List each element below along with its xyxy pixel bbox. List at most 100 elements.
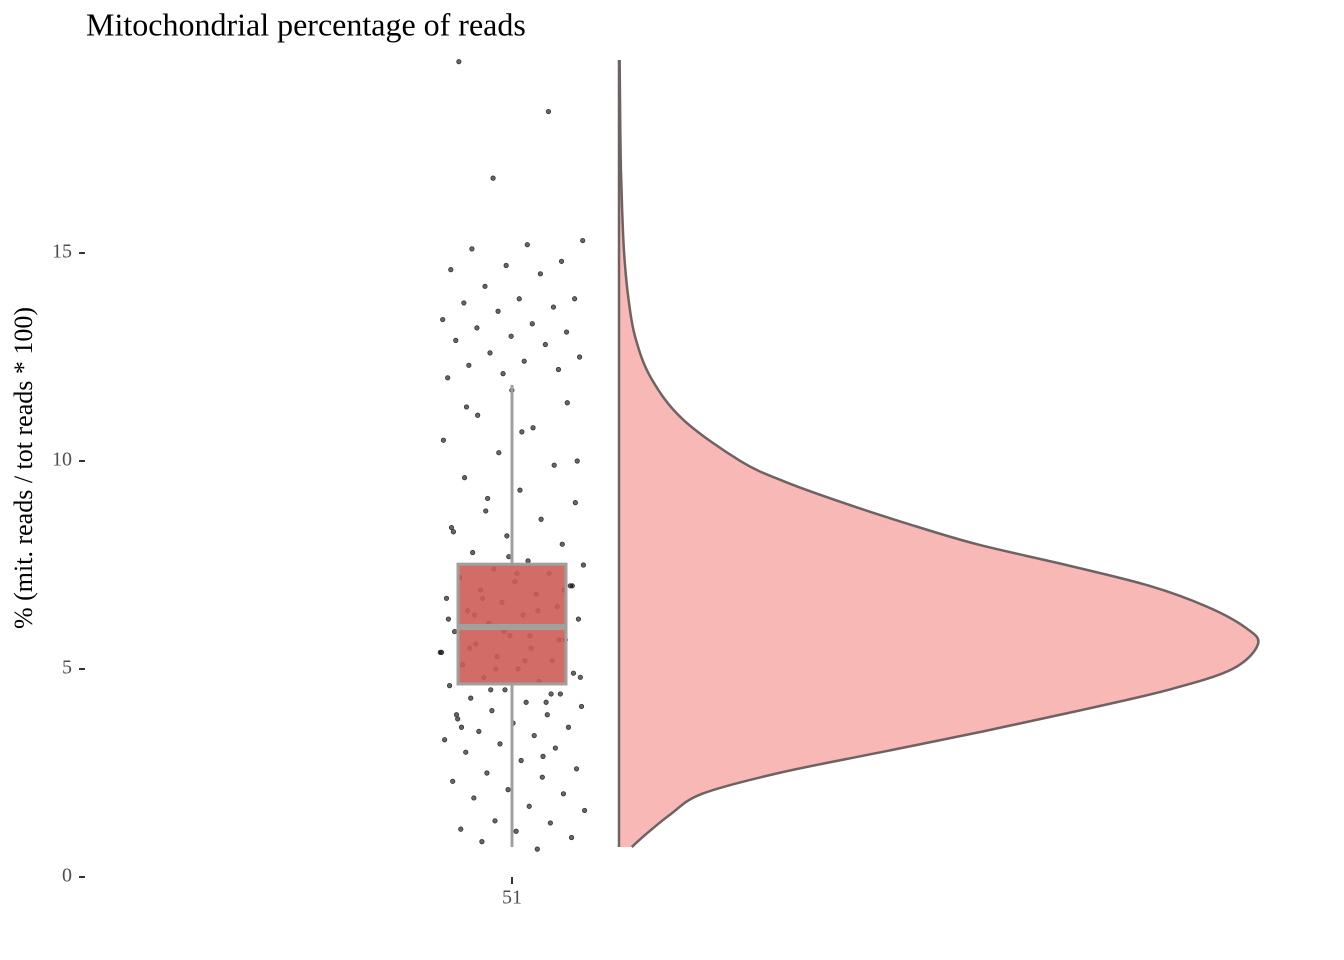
point bbox=[537, 271, 543, 277]
point bbox=[580, 562, 587, 568]
violin-outline bbox=[618, 59, 1260, 848]
point bbox=[474, 325, 480, 331]
point bbox=[529, 321, 535, 327]
point bbox=[525, 558, 531, 564]
point bbox=[540, 753, 546, 759]
point bbox=[539, 774, 545, 780]
point bbox=[485, 495, 491, 502]
point bbox=[469, 246, 475, 252]
point bbox=[504, 533, 510, 539]
point bbox=[523, 699, 529, 705]
point bbox=[582, 807, 588, 814]
point bbox=[575, 616, 582, 622]
point bbox=[489, 708, 495, 714]
point bbox=[450, 529, 457, 535]
point bbox=[458, 724, 465, 730]
point bbox=[483, 508, 489, 514]
point bbox=[453, 712, 460, 718]
point bbox=[437, 649, 443, 655]
point bbox=[517, 487, 523, 493]
x-tick-label: 51 bbox=[502, 887, 522, 909]
point bbox=[564, 400, 570, 406]
point bbox=[552, 745, 558, 751]
point bbox=[516, 296, 522, 302]
point bbox=[538, 516, 544, 522]
point bbox=[497, 741, 503, 747]
point bbox=[521, 358, 527, 364]
point bbox=[482, 283, 488, 289]
point bbox=[448, 524, 455, 531]
point bbox=[518, 757, 524, 764]
y-tick-label: 10 bbox=[52, 449, 72, 471]
point bbox=[524, 242, 530, 248]
point bbox=[551, 462, 557, 468]
point bbox=[547, 820, 553, 826]
violin bbox=[619, 60, 1259, 848]
point bbox=[559, 541, 565, 547]
point bbox=[557, 691, 563, 697]
point bbox=[461, 300, 467, 306]
point bbox=[495, 308, 501, 314]
point bbox=[490, 175, 496, 181]
point bbox=[548, 691, 554, 697]
point bbox=[476, 728, 482, 735]
point bbox=[505, 787, 511, 793]
point bbox=[573, 766, 580, 772]
point bbox=[484, 770, 490, 776]
point bbox=[496, 450, 502, 456]
point bbox=[508, 333, 514, 339]
point bbox=[443, 595, 450, 601]
point bbox=[463, 749, 469, 755]
point bbox=[455, 716, 461, 722]
point bbox=[461, 475, 468, 481]
point bbox=[572, 500, 578, 506]
point bbox=[440, 316, 446, 323]
point bbox=[542, 341, 548, 348]
point bbox=[577, 674, 583, 680]
point bbox=[453, 337, 459, 343]
point bbox=[526, 803, 532, 809]
y-tick-label: 5 bbox=[62, 657, 72, 679]
point bbox=[451, 628, 458, 635]
point bbox=[445, 616, 452, 622]
point bbox=[448, 267, 454, 273]
point bbox=[555, 366, 562, 373]
point bbox=[488, 687, 494, 693]
point bbox=[468, 695, 474, 701]
point bbox=[463, 404, 470, 410]
point bbox=[577, 354, 583, 360]
point bbox=[563, 329, 570, 335]
point bbox=[544, 712, 550, 718]
y-axis-label: % (mit. reads / tot reads * 100) bbox=[9, 307, 38, 629]
point bbox=[574, 458, 580, 464]
point bbox=[560, 791, 567, 797]
point bbox=[558, 258, 565, 264]
point bbox=[487, 350, 493, 356]
point bbox=[441, 737, 448, 743]
point bbox=[545, 108, 552, 115]
point bbox=[458, 826, 464, 832]
y-tick-label: 0 bbox=[62, 865, 72, 887]
point bbox=[572, 296, 578, 302]
point bbox=[450, 778, 456, 784]
point bbox=[578, 703, 585, 710]
point bbox=[470, 549, 476, 556]
point bbox=[568, 834, 575, 841]
point bbox=[500, 371, 506, 377]
point bbox=[466, 362, 472, 368]
point bbox=[580, 237, 586, 244]
point bbox=[479, 839, 485, 845]
point bbox=[531, 732, 537, 739]
point bbox=[446, 683, 453, 689]
point bbox=[543, 699, 549, 705]
point bbox=[530, 425, 536, 431]
point bbox=[565, 724, 572, 730]
point bbox=[519, 429, 525, 435]
point bbox=[506, 554, 512, 560]
point bbox=[456, 59, 462, 65]
point bbox=[513, 828, 519, 834]
point bbox=[471, 795, 477, 801]
point bbox=[440, 437, 447, 443]
point bbox=[492, 818, 498, 824]
